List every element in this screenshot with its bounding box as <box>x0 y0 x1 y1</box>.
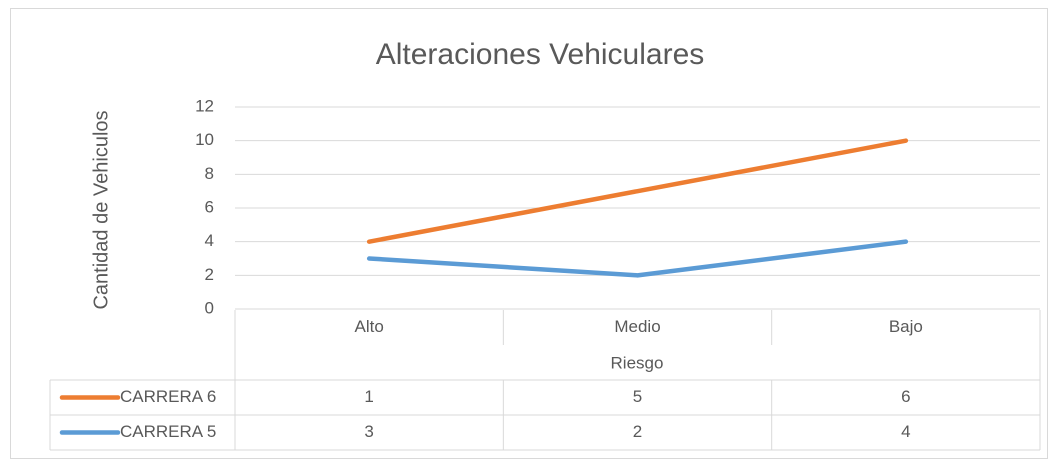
y-tick-label: 6 <box>205 197 214 216</box>
chart-border <box>10 8 1048 459</box>
y-tick-label: 0 <box>205 298 214 317</box>
legend-label: CARRERA 6 <box>120 387 216 406</box>
y-tick-label: 2 <box>205 265 214 284</box>
y-tick-label: 8 <box>205 164 214 183</box>
series-line <box>366 138 909 244</box>
legend-label: CARRERA 5 <box>120 422 216 441</box>
x-tick-label: Alto <box>355 317 384 336</box>
table-value: 6 <box>901 387 910 406</box>
table-value: 4 <box>901 422 910 441</box>
series-line <box>366 239 909 278</box>
table-value: 1 <box>364 387 373 406</box>
y-tick-label: 4 <box>205 231 214 250</box>
table-value: 2 <box>633 422 642 441</box>
x-tick-label: Bajo <box>889 317 923 336</box>
table-value: 3 <box>364 422 373 441</box>
y-tick-label: 10 <box>195 130 214 149</box>
y-tick-label: 12 <box>195 96 214 115</box>
x-tick-label: Medio <box>614 317 660 336</box>
y-axis-title: Cantidad de Vehiculos <box>90 110 112 309</box>
table-value: 5 <box>633 387 642 406</box>
x-axis-title: Riesgo <box>611 353 664 372</box>
chart-title: Alteraciones Vehiculares <box>376 38 705 71</box>
